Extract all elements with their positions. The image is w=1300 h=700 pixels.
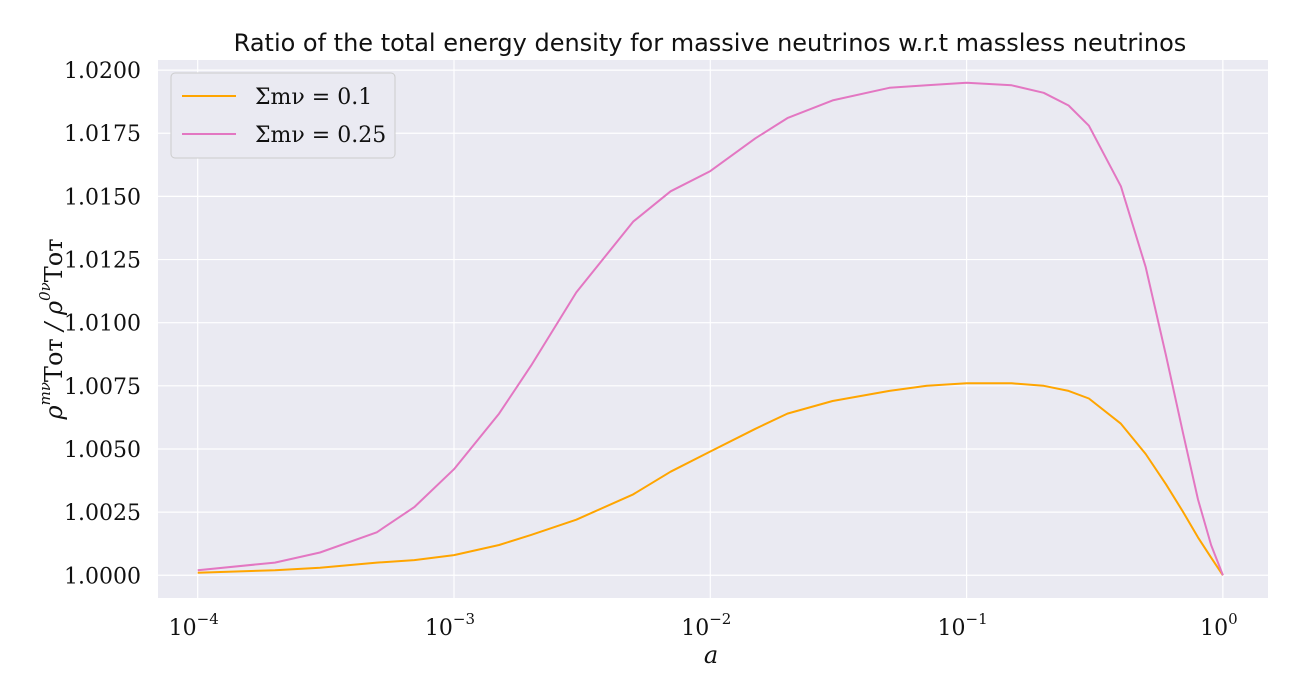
y-tick-label: 1.0025 — [64, 501, 141, 526]
y-axis-label: ρmνTᴏᴛ / ρ0νTᴏᴛ — [36, 238, 68, 420]
legend: Σmν = 0.1 Σmν = 0.25 — [170, 72, 396, 159]
legend-box — [170, 72, 396, 159]
series-line-0 — [197, 382, 1224, 576]
x-axis-ticks: 10−4 10−3 10−2 10−1 100 — [169, 610, 1238, 641]
y-tick-label: 1.0175 — [64, 122, 141, 147]
legend-entry-label: Σmν = 0.1 — [255, 85, 372, 110]
x-tick-label: 100 — [1200, 610, 1238, 641]
legend-entry-label: Σmν = 0.25 — [255, 123, 386, 148]
x-tick-label: 10−2 — [681, 610, 731, 641]
y-tick-label: 1.0050 — [64, 438, 141, 463]
y-tick-label: 1.0125 — [64, 249, 141, 274]
svg-text:ρmνTᴏᴛ / ρ0νTᴏᴛ: ρmνTᴏᴛ / ρ0νTᴏᴛ — [36, 238, 68, 420]
y-axis-ticks: 1.0000 1.0025 1.0050 1.0075 1.0100 1.0125 1.01… — [64, 59, 141, 589]
y-tick-label: 1.0000 — [64, 564, 141, 589]
y-tick-label: 1.0150 — [64, 185, 141, 210]
series-line-1 — [197, 81, 1224, 576]
series-lines — [197, 81, 1224, 576]
y-tick-label: 1.0100 — [64, 312, 141, 337]
x-tick-label: 10−1 — [938, 610, 988, 641]
y-tick-label: 1.0075 — [64, 375, 141, 400]
chart-title: Ratio of the total energy density for ma… — [234, 29, 1187, 57]
x-axis-label: a — [704, 641, 718, 669]
x-tick-label: 10−4 — [169, 610, 219, 641]
y-tick-label: 1.0200 — [64, 59, 141, 84]
x-tick-label: 10−3 — [425, 610, 475, 641]
